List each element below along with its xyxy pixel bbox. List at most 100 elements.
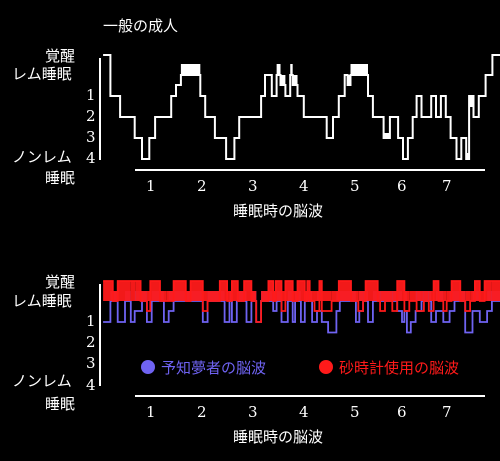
- bottom-fill-rect-1-6: [135, 281, 141, 301]
- bottom-fill-rect-1-20: [231, 281, 238, 301]
- y-label-rem-top: レム睡眠: [12, 65, 72, 83]
- bottom-fill-1: [103, 281, 500, 301]
- bottom-fill-rect-1-66: [491, 281, 500, 301]
- rem-block-2: [290, 64, 293, 75]
- bottom-fill-rect-1-37: [319, 281, 322, 301]
- bottom-fill-rect-1-36: [314, 291, 320, 301]
- bottom-fill-rect-1-52: [416, 291, 424, 301]
- stage3-block-0: [383, 133, 390, 138]
- bottom-fill-rect-1-8: [146, 291, 151, 301]
- x-tick-3-top: 3: [248, 177, 258, 195]
- legend-label-hourglass: 砂時計使用の脳波: [339, 359, 459, 377]
- bottom-fill-rect-1-29: [281, 291, 286, 301]
- bottom-fill-rect-1-49: [397, 281, 405, 301]
- bottom-fill-rect-1-39: [331, 291, 339, 301]
- y-label-sleep-bottom: 睡眠: [45, 395, 75, 413]
- bottom-fill-rect-1-28: [275, 281, 282, 301]
- rem-lower-block-1: [292, 75, 298, 85]
- bottom-fill-rect-1-42: [358, 291, 364, 301]
- y-label-wake-bottom: 覚醒: [45, 273, 75, 291]
- x-tick-5-top: 5: [350, 177, 360, 195]
- y-label-1-bottom: 1: [86, 312, 96, 330]
- bottom-fill-rect-1-25: [261, 291, 269, 301]
- bottom-fill-rect-1-13: [185, 291, 191, 301]
- x-tick-4-top: 4: [299, 177, 309, 195]
- bottom-fill-rect-1-19: [227, 291, 232, 301]
- x-axis-label-top: 睡眠時の脳波: [233, 202, 323, 220]
- bottom-fill-rect-1-34: [307, 281, 310, 301]
- bottom-fill-rect-1-15: [195, 281, 203, 301]
- bottom-fill-rect-1-59: [451, 281, 461, 301]
- y-label-4-top: 4: [86, 149, 96, 167]
- bottom-fill-rect-1-51: [409, 291, 417, 301]
- y-label-3-top: 3: [86, 128, 96, 146]
- x-tick-1-bottom: 1: [146, 403, 156, 421]
- bottom-fill-rect-1-21: [237, 291, 245, 301]
- x-tick-1-top: 1: [146, 177, 156, 195]
- bottom-series-line-1: [103, 280, 500, 323]
- bottom-fill-rect-1-9: [150, 281, 160, 301]
- bottom-fill-rect-1-5: [130, 281, 136, 301]
- rem-block-1: [276, 64, 281, 75]
- bottom-fill-rect-1-33: [304, 291, 308, 301]
- bottom-fill-rect-1-0: [103, 281, 108, 301]
- bottom-fill-rect-1-64: [479, 291, 485, 301]
- bottom-fill-rect-1-47: [385, 291, 393, 301]
- bottom-fill-rect-1-44: [365, 281, 378, 301]
- x-tick-6-bottom: 6: [397, 403, 407, 421]
- bottom-series-group: [103, 280, 500, 334]
- bottom-fill-rect-1-14: [190, 281, 196, 301]
- bottom-fill-rect-1-38: [321, 291, 332, 301]
- bottom-fill-rect-1-50: [404, 291, 410, 301]
- bottom-fill-rect-1-26: [268, 281, 274, 301]
- x-tick-2-bottom: 2: [197, 403, 207, 421]
- rem-lower-block-2: [347, 75, 351, 85]
- bottom-fill-rect-1-12: [173, 281, 186, 301]
- bottom-fill-rect-1-54: [428, 291, 434, 301]
- legend-swatch-hourglass: [319, 360, 333, 374]
- y-label-nonrem-bottom: ノンレム: [12, 372, 72, 390]
- rem-block-0: [180, 64, 201, 75]
- y-label-2-top: 2: [86, 107, 96, 125]
- y-label-3-bottom: 3: [86, 354, 96, 372]
- bottom-fill-rect-1-7: [140, 291, 147, 301]
- bottom-fill-rect-1-43: [363, 291, 366, 301]
- bottom-fill-rect-1-22: [244, 281, 252, 301]
- legend-label-precog: 予知夢者の脳波: [161, 359, 266, 377]
- y-label-4-bottom: 4: [86, 376, 96, 394]
- stage4-block-0: [466, 153, 470, 159]
- bottom-fill-rect-1-27: [273, 291, 276, 301]
- bottom-fill-rect-1-17: [207, 291, 220, 301]
- bottom-fill-rect-1-46: [380, 291, 385, 301]
- x-tick-3-bottom: 3: [248, 403, 258, 421]
- y-label-1-top: 1: [86, 86, 96, 104]
- bottom-fill-rect-1-60: [460, 291, 466, 301]
- top-series-line-0: [103, 54, 500, 160]
- bottom-series-line-0: [103, 300, 500, 334]
- x-tick-7-top: 7: [442, 177, 452, 195]
- bottom-fill-rect-1-11: [166, 291, 174, 301]
- bottom-fill-rect-1-30: [285, 281, 293, 301]
- bottom-fill-rect-1-61: [465, 291, 471, 301]
- rem-block-3: [350, 64, 368, 75]
- x-tick-7-bottom: 7: [442, 403, 452, 421]
- bottom-fill-rect-1-65: [484, 281, 492, 301]
- chart-title: 一般の成人: [103, 17, 178, 35]
- bottom-fill-rect-1-32: [297, 281, 305, 301]
- bottom-fill-rect-1-63: [474, 281, 480, 301]
- bottom-fill-rect-1-4: [125, 281, 131, 301]
- legend-swatch-precog: [141, 360, 155, 374]
- bottom-fill-rect-1-2: [112, 291, 118, 301]
- small-block-0: [469, 96, 474, 107]
- bottom-fill-rect-1-41: [351, 291, 359, 301]
- x-tick-6-top: 6: [397, 177, 407, 195]
- bottom-fill-rect-1-53: [423, 291, 429, 301]
- x-tick-5-bottom: 5: [350, 403, 360, 421]
- bottom-fill-rect-1-3: [117, 281, 125, 301]
- bottom-fill-rect-1-1: [108, 281, 113, 301]
- bottom-fill-rect-1-56: [438, 291, 444, 301]
- bottom-fill-rect-1-45: [377, 291, 381, 301]
- y-label-wake-top: 覚醒: [45, 47, 75, 65]
- top-series-group: [103, 54, 500, 160]
